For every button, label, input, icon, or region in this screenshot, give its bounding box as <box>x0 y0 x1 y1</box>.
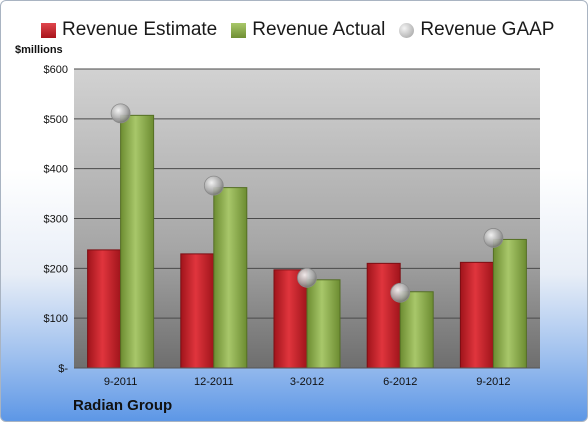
company-name: Radian Group <box>73 397 173 414</box>
gaap-marker <box>297 267 317 288</box>
bar-estimate <box>273 269 308 369</box>
gaap-marker <box>203 175 224 196</box>
legend-label-gaap: Revenue GAAP <box>420 19 555 40</box>
legend: Revenue Estimate Revenue Actual Revenue … <box>41 18 554 42</box>
gaap-marker <box>483 228 504 248</box>
x-tick-label: 3-2012 <box>290 376 324 388</box>
x-axis-ticks: 9-2011 12-2011 3-2012 6-2012 9-2012 <box>104 376 511 388</box>
legend-label-actual: Revenue Actual <box>252 19 386 40</box>
legend-item-actual: Revenue Actual <box>231 19 385 41</box>
bar-actual <box>213 187 248 369</box>
legend-swatch-actual <box>231 22 247 38</box>
y-tick-label: $- <box>58 363 68 375</box>
legend-label-estimate: Revenue Estimate <box>62 19 218 40</box>
y-tick-label: $300 <box>44 214 68 226</box>
x-tick-label: 9-2012 <box>476 376 510 388</box>
bar-estimate <box>180 253 215 369</box>
bar-estimate <box>366 262 401 369</box>
y-tick-label: $100 <box>44 313 68 325</box>
x-tick-label: 6-2012 <box>383 376 417 388</box>
x-tick-label: 12-2011 <box>194 376 234 388</box>
legend-swatch-gaap <box>399 22 415 38</box>
x-tick-label: 9-2011 <box>104 376 137 388</box>
gaap-markers <box>110 103 504 303</box>
bar-actual <box>399 291 434 369</box>
y-axis-unit-label: $millions <box>15 44 63 56</box>
bars <box>87 114 527 369</box>
bar-actual <box>492 238 527 369</box>
bar-estimate <box>87 249 122 369</box>
y-tick-label: $500 <box>44 114 68 126</box>
bar-actual <box>306 279 341 369</box>
y-tick-label: $200 <box>44 263 68 275</box>
y-tick-label: $600 <box>44 64 68 76</box>
legend-swatch-estimate <box>41 22 56 38</box>
legend-item-gaap: Revenue GAAP <box>399 19 554 41</box>
gaap-marker <box>110 103 131 124</box>
legend-item-estimate: Revenue Estimate <box>41 19 217 41</box>
y-tick-label: $400 <box>44 164 68 176</box>
gaap-marker <box>390 282 411 303</box>
bar-estimate <box>459 261 494 369</box>
bar-actual <box>120 114 155 369</box>
y-axis-ticks: $- $100 $200 $300 $400 $500 $600 <box>44 64 69 375</box>
